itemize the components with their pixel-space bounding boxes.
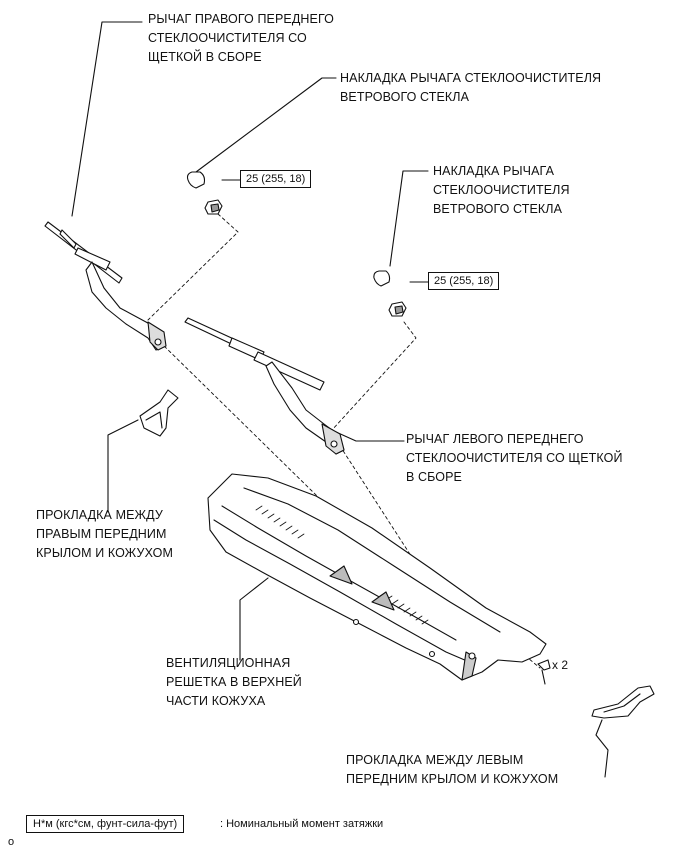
arm-caps <box>186 171 391 287</box>
leader-lines <box>71 21 609 778</box>
label-cap-top-line: НАКЛАДКА РЫЧАГА СТЕКЛООЧИСТИТЕЛЯ <box>340 71 602 85</box>
legend-units-box: Н*м (кгс*см, фунт-сила-фут) <box>26 815 185 833</box>
label-cap-top: НАКЛАДКА РЫЧАГА СТЕКЛООЧИСТИТЕЛЯ ВЕТРОВО… <box>340 69 601 107</box>
label-right-wiper-arm-line: ЩЕТКОЙ В СБОРЕ <box>148 50 262 64</box>
label-cap-right-line: СТЕКЛООЧИСТИТЕЛЯ <box>433 183 570 197</box>
torque-spec-box: 25 (255, 18) <box>240 170 312 188</box>
label-right-seal-line: ПРОКЛАДКА МЕЖДУ <box>36 508 163 522</box>
legend-description: : Номинальный момент затяжки <box>220 818 384 830</box>
label-left-wiper-arm: РЫЧАГ ЛЕВОГО ПЕРЕДНЕГО СТЕКЛООЧИСТИТЕЛЯ … <box>406 430 623 487</box>
label-cap-right-line: НАКЛАДКА РЫЧАГА <box>433 164 555 178</box>
label-left-seal-line: ПЕРЕДНИМ КРЫЛОМ И КОЖУХОМ <box>346 772 559 786</box>
label-left-seal-line: ПРОКЛАДКА МЕЖДУ ЛЕВЫМ <box>346 753 524 767</box>
label-cowl-louver: ВЕНТИЛЯЦИОННАЯ РЕШЕТКА В ВЕРХНЕЙ ЧАСТИ К… <box>166 654 302 711</box>
label-left-wiper-arm-line: СТЕКЛООЧИСТИТЕЛЯ СО ЩЕТКОЙ <box>406 451 623 465</box>
label-left-seal: ПРОКЛАДКА МЕЖДУ ЛЕВЫМ ПЕРЕДНИМ КРЫЛОМ И … <box>346 751 558 789</box>
left-seal-drawing <box>591 685 655 719</box>
right-wiper-arm-drawing <box>44 221 167 351</box>
label-left-wiper-arm-line: РЫЧАГ ЛЕВОГО ПЕРЕДНЕГО <box>406 432 584 446</box>
label-right-seal-line: ПРАВЫМ ПЕРЕДНИМ <box>36 527 167 541</box>
label-right-wiper-arm-line: СТЕКЛООЧИСТИТЕЛЯ СО <box>148 31 307 45</box>
torque-spec-box: 25 (255, 18) <box>428 272 500 290</box>
label-right-wiper-arm-line: РЫЧАГ ПРАВОГО ПЕРЕДНЕГО <box>148 12 334 26</box>
label-right-wiper-arm: РЫЧАГ ПРАВОГО ПЕРЕДНЕГО СТЕКЛООЧИСТИТЕЛЯ… <box>148 10 334 67</box>
label-cap-top-line: ВЕТРОВОГО СТЕКЛА <box>340 90 470 104</box>
label-cowl-louver-line: РЕШЕТКА В ВЕРХНЕЙ <box>166 675 302 689</box>
nuts <box>204 199 407 317</box>
corner-mark: o <box>8 836 15 848</box>
label-cowl-louver-line: ЧАСТИ КОЖУХА <box>166 694 266 708</box>
label-cap-right: НАКЛАДКА РЫЧАГА СТЕКЛООЧИСТИТЕЛЯ ВЕТРОВО… <box>433 162 570 219</box>
label-left-wiper-arm-line: В СБОРЕ <box>406 470 462 484</box>
label-right-seal-line: КРЫЛОМ И КОЖУХОМ <box>36 546 173 560</box>
left-wiper-arm-drawing <box>184 317 345 455</box>
right-seal-drawing <box>139 389 179 437</box>
label-right-seal: ПРОКЛАДКА МЕЖДУ ПРАВЫМ ПЕРЕДНИМ КРЫЛОМ И… <box>36 506 173 563</box>
label-cap-right-line: ВЕТРОВОГО СТЕКЛА <box>433 202 563 216</box>
clip-drawing <box>537 659 551 685</box>
cowl-louver-drawing <box>207 473 547 681</box>
label-cowl-louver-line: ВЕНТИЛЯЦИОННАЯ <box>166 656 291 670</box>
dashed-lines <box>147 213 541 669</box>
clip-count: x 2 <box>552 658 569 672</box>
